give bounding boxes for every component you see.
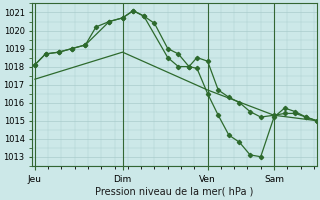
X-axis label: Pression niveau de la mer( hPa ): Pression niveau de la mer( hPa )	[95, 187, 253, 197]
